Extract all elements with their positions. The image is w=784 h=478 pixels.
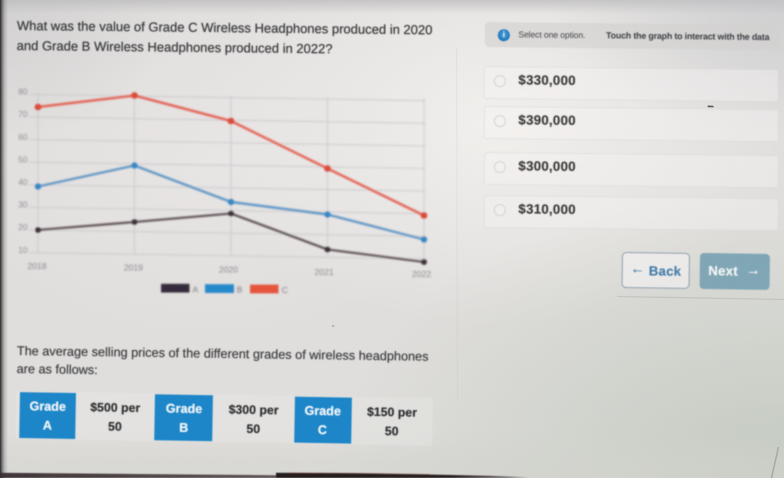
svg-text:40: 40 [18,177,28,187]
svg-text:10: 10 [18,245,28,255]
svg-text:60: 60 [18,132,28,142]
svg-text:80: 80 [18,87,28,97]
svg-text:C: C [282,285,288,295]
svg-text:2022: 2022 [412,269,431,279]
svg-text:A: A [193,284,199,294]
svg-text:70: 70 [18,109,28,119]
svg-text:2018: 2018 [27,261,46,271]
svg-text:B: B [237,285,243,295]
svg-text:2019: 2019 [124,262,143,272]
svg-text:30: 30 [18,200,28,210]
svg-text:20: 20 [18,222,28,232]
svg-text:2021: 2021 [315,267,334,277]
svg-text:50: 50 [18,154,28,164]
svg-text:2020: 2020 [219,265,238,275]
